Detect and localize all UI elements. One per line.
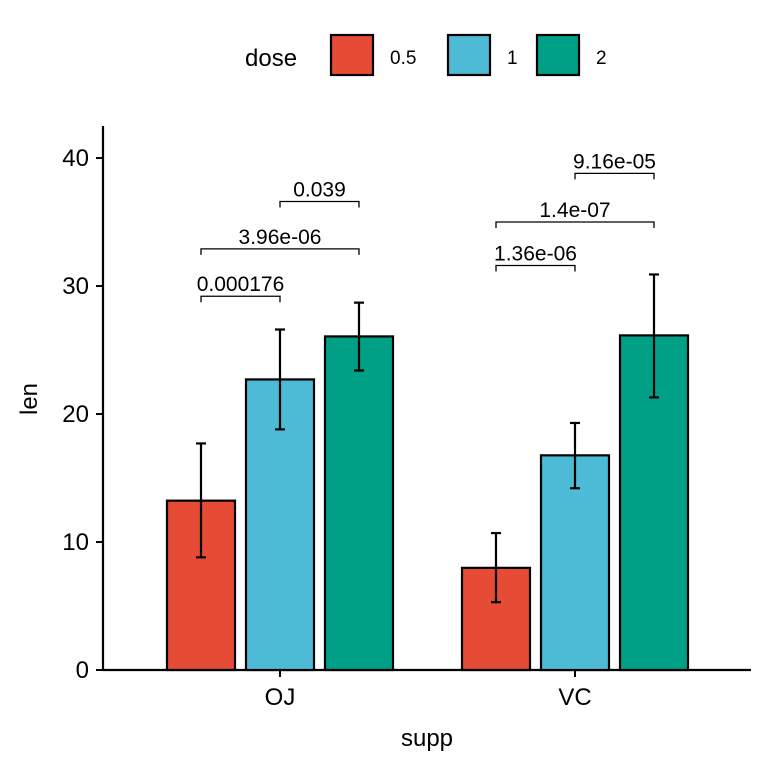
bars <box>165 334 690 672</box>
p-value-bracket: 0.000176 <box>197 273 285 303</box>
p-value-label: 9.16e-05 <box>573 150 656 173</box>
p-value-label: 0.000176 <box>197 273 285 296</box>
error-bar-vc-dose-0.5 <box>491 531 501 604</box>
y-tick-label: 20 <box>62 401 89 428</box>
error-bar-vc-dose-2 <box>649 273 659 399</box>
error-bar-oj-dose-0.5 <box>196 442 206 559</box>
x-tick-label-vc: VC <box>558 684 591 711</box>
legend: dose 0.5 1 2 <box>245 33 607 77</box>
legend-item-dose-1: 1 <box>446 33 518 77</box>
bar-vc-dose-1 <box>539 454 611 672</box>
legend-item-dose-2: 2 <box>535 33 607 77</box>
legend-key <box>329 33 375 77</box>
bar-vc-dose-2 <box>618 334 690 672</box>
error-bar-oj-dose-1 <box>275 328 285 431</box>
p-value-bracket: 0.039 <box>279 179 360 208</box>
error-bar-oj-dose-2 <box>354 301 364 372</box>
legend-label: 2 <box>596 48 607 69</box>
y-tick-label: 0 <box>76 657 89 684</box>
x-ticks: OJ VC <box>265 670 592 711</box>
p-value-label: 1.4e-07 <box>539 199 610 222</box>
p-value-label: 0.039 <box>293 179 346 202</box>
p-value-bracket: 3.96e-06 <box>200 226 360 255</box>
legend-key <box>446 33 492 77</box>
error-bars <box>196 273 659 604</box>
legend-item-dose-0.5: 0.5 <box>329 33 416 77</box>
bar-oj-dose-2 <box>323 335 395 672</box>
legend-label: 1 <box>507 48 518 69</box>
p-value-label: 3.96e-06 <box>239 226 322 249</box>
p-value-bracket: 1.4e-07 <box>495 199 655 228</box>
legend-key <box>535 33 581 77</box>
p-value-label: 1.36e-06 <box>494 243 577 266</box>
y-ticks: 0 10 20 30 40 <box>62 145 103 684</box>
error-bar-vc-dose-1 <box>570 421 580 490</box>
legend-label: 0.5 <box>390 48 416 69</box>
bar-oj-dose-0.5 <box>165 499 237 672</box>
legend-title: dose <box>245 45 297 72</box>
x-axis-title: supp <box>401 725 453 752</box>
x-tick-label-oj: OJ <box>265 684 296 711</box>
p-value-annotations: 0.000176 3.96e-06 0.039 1.36e-06 1.4e-07 9.16… <box>197 150 656 303</box>
y-tick-label: 30 <box>62 273 89 300</box>
p-value-bracket: 1.36e-06 <box>494 243 577 272</box>
y-tick-label: 40 <box>62 145 89 172</box>
y-tick-label: 10 <box>62 529 89 556</box>
y-axis-title: len <box>16 383 43 415</box>
p-value-bracket: 9.16e-05 <box>573 150 656 180</box>
